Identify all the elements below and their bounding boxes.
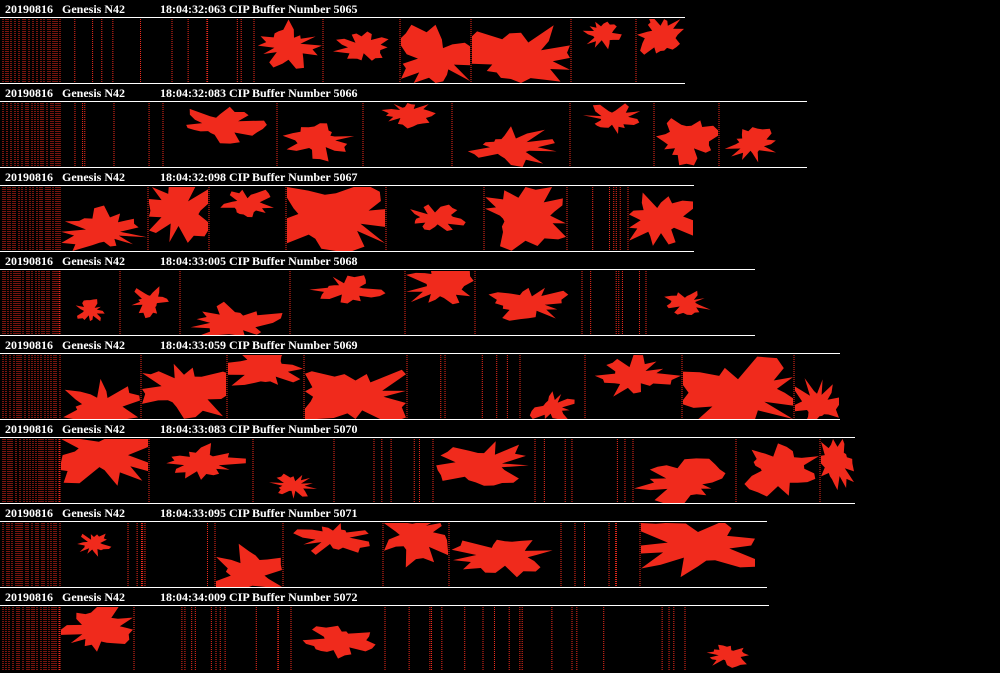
date-label: 20190816 bbox=[5, 338, 53, 352]
particle-image bbox=[637, 19, 684, 55]
buffer-strip: 20190816 Genesis N42 18:04:33:083 CIP Buff… bbox=[0, 422, 855, 504]
buffer-info: 18:04:33:005 CIP Buffer Number 5068 bbox=[160, 254, 358, 268]
date-label: 20190816 bbox=[5, 254, 53, 268]
probe-label: Genesis N42 bbox=[62, 506, 125, 520]
particle-image bbox=[228, 355, 303, 386]
particle-image bbox=[744, 443, 819, 497]
buffer-info: 18:04:33:059 CIP Buffer Number 5069 bbox=[160, 338, 358, 352]
particle-image bbox=[795, 378, 839, 419]
particle-image bbox=[436, 441, 529, 486]
date-label: 20190816 bbox=[5, 86, 53, 100]
particle-image bbox=[302, 625, 376, 659]
particle-image bbox=[287, 187, 385, 251]
particle-image bbox=[269, 473, 317, 499]
date-label: 20190816 bbox=[5, 590, 53, 604]
particle-image bbox=[61, 439, 148, 486]
particle-image bbox=[305, 369, 406, 419]
particle-image bbox=[583, 103, 641, 134]
particle-image bbox=[451, 539, 553, 578]
date-label: 20190816 bbox=[5, 422, 53, 436]
particle-image bbox=[77, 533, 112, 557]
particle-image bbox=[629, 192, 693, 246]
particle-image bbox=[656, 118, 718, 166]
particle-image bbox=[282, 123, 355, 162]
buffer-info: 18:04:32:063 CIP Buffer Number 5065 bbox=[160, 2, 358, 16]
particle-image bbox=[821, 439, 854, 491]
probe-label: Genesis N42 bbox=[62, 2, 125, 16]
buffer-strip: 20190816 Genesis N42 18:04:32:098 CIP Buff… bbox=[0, 170, 694, 252]
probe-label: Genesis N42 bbox=[62, 338, 125, 352]
buffer-strip: 20190816 Genesis N42 18:04:33:095 CIP Buff… bbox=[0, 506, 767, 588]
particle-image bbox=[293, 523, 370, 555]
particle-image bbox=[166, 443, 246, 480]
particle-image bbox=[309, 275, 386, 304]
date-label: 20190816 bbox=[5, 506, 53, 520]
particle-image bbox=[61, 205, 147, 251]
particle-image bbox=[149, 187, 208, 243]
particle-image bbox=[641, 523, 755, 578]
particle-image bbox=[61, 607, 133, 652]
particle-image bbox=[472, 25, 570, 83]
buffer-info: 18:04:33:083 CIP Buffer Number 5070 bbox=[160, 422, 358, 436]
particle-image bbox=[594, 355, 681, 397]
particle-image bbox=[333, 31, 389, 61]
buffer-strip: 20190816 Genesis N42 18:04:34:009 CIP Buff… bbox=[0, 590, 769, 671]
probe-label: Genesis N42 bbox=[62, 86, 125, 100]
particle-image bbox=[63, 378, 140, 419]
date-label: 20190816 bbox=[5, 170, 53, 184]
particle-image bbox=[683, 356, 793, 419]
particle-image bbox=[485, 187, 566, 251]
particle-image bbox=[220, 189, 274, 218]
probe-label: Genesis N42 bbox=[62, 590, 125, 604]
probe-label: Genesis N42 bbox=[62, 422, 125, 436]
particle-image bbox=[634, 458, 726, 503]
buffer-info: 18:04:32:098 CIP Buffer Number 5067 bbox=[160, 170, 358, 184]
buffer-strip: 20190816 Genesis N42 18:04:32:083 CIP Buff… bbox=[0, 86, 807, 168]
probe-label: Genesis N42 bbox=[62, 254, 125, 268]
buffer-info: 18:04:34:009 CIP Buffer Number 5072 bbox=[160, 590, 358, 604]
particle-image bbox=[75, 299, 105, 322]
date-label: 20190816 bbox=[5, 2, 53, 16]
particle-image bbox=[190, 301, 283, 335]
particle-image bbox=[467, 126, 557, 167]
particle-image bbox=[488, 287, 569, 321]
particle-image bbox=[706, 644, 749, 668]
buffer-info: 18:04:32:083 CIP Buffer Number 5066 bbox=[160, 86, 358, 100]
particle-image bbox=[216, 543, 282, 587]
particle-image bbox=[401, 24, 470, 83]
particle-image bbox=[529, 391, 575, 419]
particle-image bbox=[724, 127, 776, 163]
particle-image bbox=[131, 286, 169, 319]
buffer-strip: 20190816 Genesis N42 18:04:33:059 CIP Buff… bbox=[0, 338, 840, 420]
particle-image bbox=[186, 106, 267, 144]
particle-image bbox=[664, 290, 711, 315]
particle-image bbox=[142, 363, 226, 419]
particle-image bbox=[410, 204, 466, 231]
buffer-info: 18:04:33:095 CIP Buffer Number 5071 bbox=[160, 506, 358, 520]
buffer-strip: 20190816 Genesis N42 18:04:33:005 CIP Buff… bbox=[0, 254, 755, 336]
particle-image bbox=[257, 19, 322, 69]
particle-image bbox=[384, 523, 448, 568]
probe-label: Genesis N42 bbox=[62, 170, 125, 184]
particle-image bbox=[582, 21, 622, 50]
particle-image bbox=[381, 103, 436, 129]
particle-image bbox=[406, 271, 474, 305]
buffer-strip: 20190816 Genesis N42 18:04:32:063 CIP Buff… bbox=[0, 2, 685, 84]
